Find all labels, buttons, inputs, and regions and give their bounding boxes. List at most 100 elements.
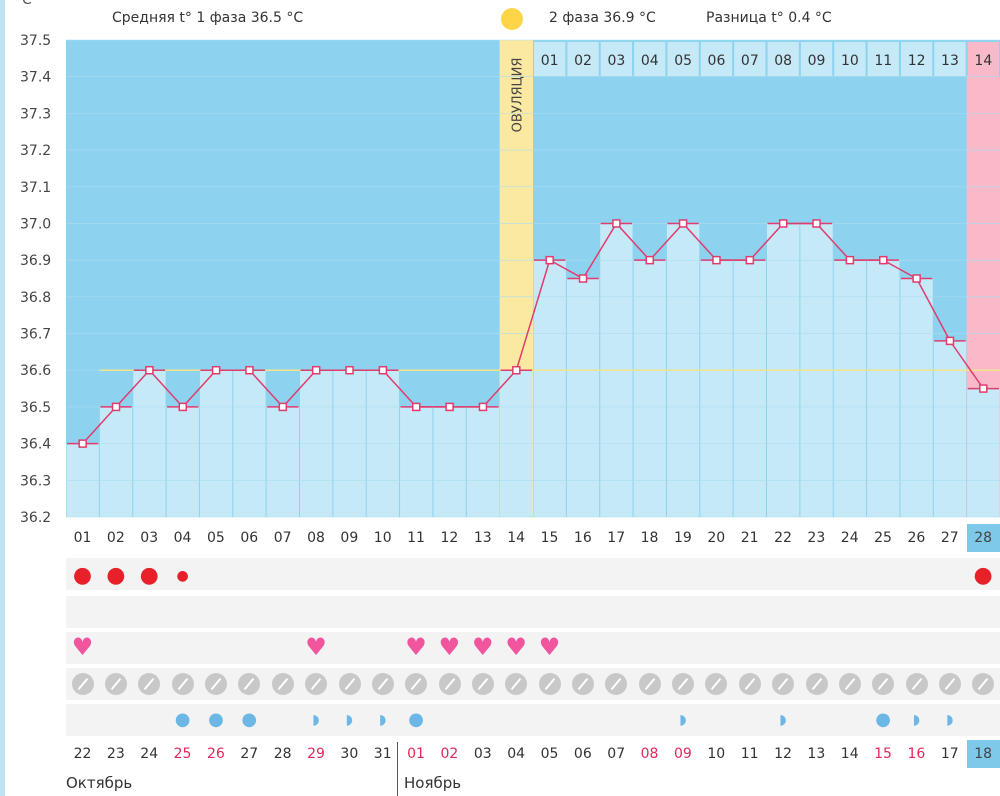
date-label: 22 <box>73 746 92 762</box>
ovulation-sun-icon <box>501 8 523 30</box>
cycle-day-label: 22 <box>774 530 792 546</box>
temperature-point <box>812 219 821 228</box>
menstruation-drop-icon: ● <box>106 563 126 588</box>
test-none-icon <box>738 673 761 695</box>
ovulation-label: ОВУЛЯЦИЯ <box>510 58 525 133</box>
temperature-bar <box>900 278 933 517</box>
post-ovulation-day-label: 06 <box>708 53 726 69</box>
temperature-point <box>979 384 988 393</box>
test-none-icon <box>938 673 961 695</box>
post-ovulation-day-header <box>967 42 999 76</box>
temperature-point <box>645 255 654 265</box>
chart-header: Средняя t° 1 фаза 36.5 °C 2 фаза 36.9 °C… <box>66 0 1000 41</box>
temperature-point <box>578 274 588 283</box>
post-ovulation-day-header <box>700 42 733 76</box>
discharge-drop-icon: ● <box>875 709 891 730</box>
temperature-point <box>512 365 521 375</box>
menstruation-drop-icon: ● <box>72 563 93 588</box>
month-label-october: Октябрь <box>66 774 133 792</box>
discharge-drop-icon: ● <box>408 709 424 730</box>
temperature-point <box>245 365 254 375</box>
test-none-icon <box>71 673 94 695</box>
phase2-average: 2 фаза 36.9 °C <box>549 10 656 26</box>
date-label: 24 <box>140 746 159 762</box>
date-label: 08 <box>640 746 659 762</box>
temperature-point <box>378 365 388 375</box>
temperature-point <box>612 219 621 228</box>
cycle-day-label: 23 <box>807 530 826 546</box>
temperature-point <box>912 274 921 283</box>
test-none-icon <box>271 673 294 695</box>
temperature-bar <box>967 388 1000 517</box>
test-none-icon <box>338 673 361 695</box>
temperature-point <box>478 402 488 412</box>
heart-icon: ♥ <box>71 633 94 661</box>
test-none-icon <box>805 673 828 695</box>
test-none-icon <box>772 673 795 695</box>
post-ovulation-day-label: 07 <box>741 53 759 69</box>
temperature-bar <box>733 260 766 517</box>
post-ovulation-day-label: 04 <box>641 53 659 69</box>
temperature-point <box>545 255 554 265</box>
post-ovulation-day-label: 13 <box>941 53 959 69</box>
date-label: 26 <box>207 746 225 762</box>
temperature-point <box>945 336 955 346</box>
discharge-drop-icon: ◗ <box>312 712 320 728</box>
cycle-day-label: 11 <box>407 530 425 546</box>
cycle-day-label: 12 <box>440 530 459 546</box>
post-ovulation-day-header <box>600 42 633 76</box>
post-ovulation-day-header <box>867 42 899 76</box>
temperature-line <box>82 222 984 445</box>
test-none-icon <box>638 673 661 695</box>
post-ovulation-day-label: 11 <box>874 53 892 69</box>
date-label: 11 <box>740 746 759 762</box>
cycle-day-label: 19 <box>674 530 692 546</box>
month-label-november: Ноябрь <box>404 774 462 792</box>
cycle-day-label: 13 <box>473 530 492 546</box>
cycle-day-label: 18 <box>640 530 659 546</box>
temperature-bar <box>933 340 967 517</box>
temperature-point <box>345 365 354 375</box>
temperature-point <box>678 219 688 228</box>
temperature-bar <box>633 260 666 517</box>
cycle-day-label: 15 <box>540 530 559 546</box>
test-none-icon <box>538 673 561 695</box>
date-label: 27 <box>240 746 259 762</box>
test-none-icon <box>238 673 261 695</box>
discharge-drop-icon: ● <box>208 709 224 730</box>
temperature-bar <box>466 406 500 517</box>
temperature-point <box>712 255 721 265</box>
heart-icon: ♥ <box>505 633 527 661</box>
temperature-point <box>412 402 421 412</box>
date-label: 16 <box>907 746 926 762</box>
y-tick-label: 36.9 <box>20 253 51 269</box>
post-ovulation-day-label: 09 <box>808 53 826 69</box>
post-ovulation-day-label: 12 <box>908 53 926 69</box>
cycle-day-label: 21 <box>740 530 759 546</box>
date-label: 02 <box>440 746 459 762</box>
date-label: 01 <box>407 746 425 762</box>
y-axis-unit: C° <box>22 0 39 8</box>
y-tick-label: 37.0 <box>20 216 51 232</box>
y-tick-label: 36.3 <box>20 473 51 489</box>
cycle-day-label: 24 <box>840 530 859 546</box>
heart-icon: ♥ <box>438 633 461 661</box>
test-none-icon <box>605 673 628 695</box>
temperature-bar <box>700 260 733 517</box>
y-tick-label: 36.7 <box>20 327 51 343</box>
cycle-day-label: 03 <box>140 530 159 546</box>
cycle-day-label: 26 <box>907 530 926 546</box>
cycle-day-label: 27 <box>940 530 959 546</box>
left-edge-strip <box>0 0 5 796</box>
post-ovulation-day-header <box>567 42 599 76</box>
cycle-day-label: 20 <box>707 530 726 546</box>
temperature-bar <box>533 260 566 517</box>
temperature-point <box>745 255 755 265</box>
cycle-day-label: 02 <box>106 530 125 546</box>
test-none-icon <box>405 673 428 695</box>
date-label: 09 <box>674 746 692 762</box>
date-label: 06 <box>573 746 592 762</box>
test-none-icon <box>672 673 695 695</box>
date-label: 07 <box>607 746 626 762</box>
